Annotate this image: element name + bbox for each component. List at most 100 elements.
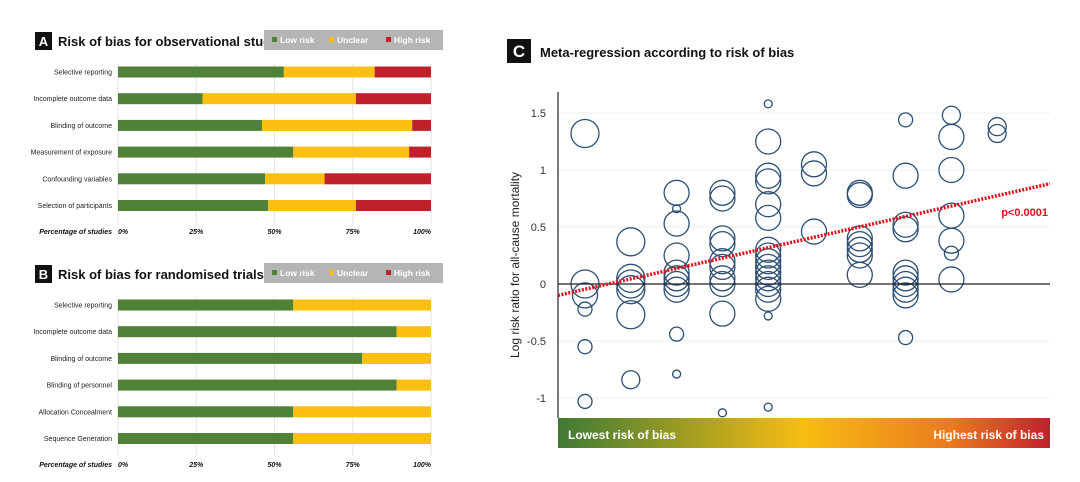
study-bubble bbox=[987, 117, 1007, 137]
risk-gradient-bar bbox=[558, 418, 1050, 448]
study-bubble bbox=[938, 123, 965, 151]
study-bubble bbox=[800, 218, 828, 245]
study-bubble bbox=[663, 242, 690, 269]
study-bubble bbox=[846, 181, 873, 209]
study-bubble bbox=[897, 329, 914, 346]
study-bubble bbox=[755, 259, 782, 286]
bar-segment-low-risk bbox=[118, 146, 294, 158]
study-bubble bbox=[892, 162, 919, 189]
bar-segment-high-risk bbox=[355, 200, 431, 211]
category-label: Measurement of exposure bbox=[31, 150, 112, 157]
bar-segment-unclear bbox=[293, 299, 431, 311]
study-bubble bbox=[892, 265, 919, 292]
bar-segment-low-risk bbox=[118, 352, 363, 364]
bar-segment-low-risk bbox=[118, 200, 269, 211]
x-tick-label: 100% bbox=[413, 229, 432, 236]
study-bubble bbox=[755, 204, 782, 232]
study-bubble bbox=[663, 210, 690, 237]
study-bubble bbox=[616, 227, 646, 257]
panel-a: A Risk of bias for observational studiesL… bbox=[31, 30, 443, 236]
bar-segment-unclear bbox=[396, 379, 431, 391]
study-bubble bbox=[938, 266, 965, 293]
study-bubble bbox=[709, 300, 736, 327]
study-bubble bbox=[755, 162, 782, 189]
legend-entry: Unclear bbox=[337, 35, 369, 45]
study-bubble bbox=[717, 408, 728, 418]
legend-entry: Low risk bbox=[280, 268, 315, 278]
bar-segment-low-risk bbox=[118, 66, 284, 78]
study-bubble bbox=[943, 245, 960, 261]
study-bubble bbox=[846, 179, 873, 206]
panel-title: Risk of bias for randomised trials bbox=[58, 267, 264, 282]
study-bubble bbox=[755, 128, 782, 155]
x-tick-label: 75% bbox=[346, 462, 361, 469]
x-tick-label: 0% bbox=[118, 462, 129, 469]
legend-swatch bbox=[272, 37, 277, 42]
bar-segment-unclear bbox=[293, 406, 431, 418]
panel-c: C Meta-regression according to risk of bi… bbox=[507, 39, 1051, 448]
panel-letter: A bbox=[39, 34, 49, 49]
bar-segment-unclear bbox=[283, 66, 375, 78]
x-axis-label: Percentage of studies bbox=[39, 229, 112, 236]
study-bubble bbox=[941, 105, 962, 125]
study-bubble bbox=[987, 123, 1007, 144]
bar-segment-high-risk bbox=[374, 66, 431, 78]
gradient-label-low: Lowest risk of bias bbox=[568, 428, 676, 442]
bar-segment-high-risk bbox=[355, 93, 431, 105]
study-bubble bbox=[616, 275, 646, 305]
category-label: Selection of participants bbox=[38, 203, 113, 210]
bar-segment-unclear bbox=[293, 146, 410, 158]
study-bubble bbox=[763, 402, 773, 412]
y-tick-label: -0.5 bbox=[527, 336, 546, 348]
study-bubble bbox=[800, 151, 828, 178]
study-bubble bbox=[663, 179, 690, 206]
study-bubble bbox=[709, 225, 736, 252]
y-axis-label: Log risk ratio for all-cause mortality bbox=[508, 172, 522, 358]
bar-segment-unclear bbox=[261, 119, 413, 131]
bar-segment-low-risk bbox=[118, 119, 262, 131]
study-bubble bbox=[892, 211, 919, 238]
x-tick-label: 75% bbox=[346, 229, 361, 236]
y-tick-label: 1 bbox=[540, 165, 546, 177]
legend-entry: High risk bbox=[394, 268, 431, 278]
study-bubble bbox=[800, 160, 828, 187]
x-tick-label: 50% bbox=[267, 229, 282, 236]
panel-title: Risk of bias for observational studies bbox=[58, 34, 289, 49]
study-bubble bbox=[671, 369, 682, 379]
legend bbox=[264, 263, 443, 283]
study-bubble bbox=[938, 156, 965, 184]
bar-segment-low-risk bbox=[118, 326, 397, 338]
x-axis-label: Percentage of studies bbox=[39, 462, 112, 469]
study-bubble bbox=[846, 236, 873, 263]
bar-segment-low-risk bbox=[118, 299, 294, 311]
bar-segment-low-risk bbox=[118, 93, 203, 105]
legend bbox=[264, 30, 443, 50]
x-tick-label: 0% bbox=[118, 229, 129, 236]
panel-letter: B bbox=[39, 267, 48, 282]
bar-segment-low-risk bbox=[118, 379, 397, 391]
panel-letter-box bbox=[35, 265, 52, 283]
study-bubble bbox=[892, 216, 919, 243]
p-value-annotation: p<0.0001 bbox=[1001, 207, 1048, 219]
legend-swatch bbox=[329, 37, 334, 42]
legend-entry: Unclear bbox=[337, 268, 369, 278]
x-tick-label: 50% bbox=[267, 462, 282, 469]
y-tick-label: -1 bbox=[536, 393, 546, 405]
study-bubble bbox=[709, 185, 736, 212]
study-bubble bbox=[616, 263, 646, 293]
study-bubble bbox=[755, 168, 782, 195]
study-bubble bbox=[763, 311, 773, 321]
category-label: Blinding of outcome bbox=[51, 356, 113, 363]
regression-line bbox=[557, 181, 1051, 298]
panel-letter-box bbox=[35, 32, 52, 50]
study-bubble bbox=[846, 242, 873, 269]
y-tick-label: 0 bbox=[540, 279, 546, 291]
study-bubble bbox=[621, 370, 641, 390]
study-bubble bbox=[846, 261, 873, 289]
bar-segment-high-risk bbox=[409, 146, 431, 158]
bar-segment-unclear bbox=[268, 200, 356, 211]
legend-entry: Low risk bbox=[280, 35, 315, 45]
category-label: Incomplete outcome data bbox=[33, 329, 112, 336]
bar-segment-high-risk bbox=[412, 119, 431, 131]
